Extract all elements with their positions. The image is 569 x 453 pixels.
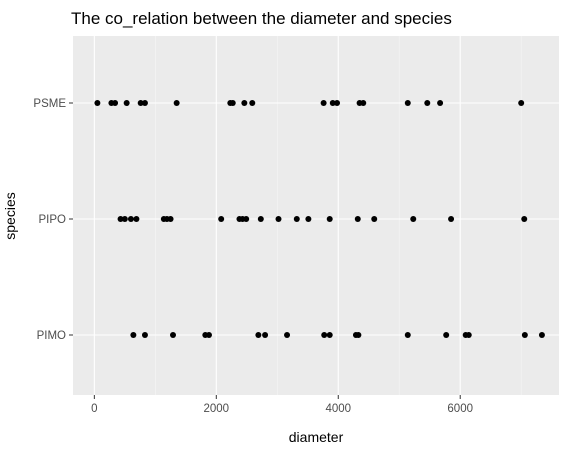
data-point — [355, 332, 362, 338]
y-axis-title: species — [2, 192, 18, 239]
data-point — [262, 332, 269, 338]
data-point — [112, 100, 119, 106]
data-point — [257, 216, 264, 222]
data-point — [448, 216, 455, 222]
x-tick-label: 4000 — [325, 403, 351, 415]
plot-panel — [73, 36, 559, 395]
chart-title: The co_relation between the diameter and… — [71, 9, 452, 28]
data-point — [424, 100, 431, 106]
data-point — [249, 100, 256, 106]
data-point — [521, 216, 528, 222]
data-point — [94, 100, 101, 106]
x-axis: 0 2000 4000 6000 — [91, 395, 473, 415]
x-tick-label: 6000 — [447, 403, 473, 415]
data-point — [173, 100, 180, 106]
x-tick-label: 0 — [91, 403, 97, 415]
data-point — [205, 332, 212, 338]
data-point — [127, 216, 134, 222]
y-tick-label: PIPO — [39, 214, 67, 226]
y-axis: PIMO PIPO PSME — [33, 98, 73, 342]
x-axis-title: diameter — [289, 429, 344, 445]
data-point — [229, 100, 236, 106]
data-point — [130, 332, 137, 338]
data-point — [443, 332, 450, 338]
data-point — [305, 216, 312, 222]
data-point — [218, 216, 225, 222]
data-point — [241, 100, 248, 106]
data-point — [321, 332, 328, 338]
data-point — [360, 100, 367, 106]
data-point — [123, 100, 130, 106]
data-point — [371, 216, 378, 222]
data-point — [167, 216, 174, 222]
data-point — [133, 216, 140, 222]
data-point — [121, 216, 128, 222]
data-point — [518, 100, 525, 106]
data-point — [326, 216, 333, 222]
data-point — [410, 216, 417, 222]
data-point — [293, 216, 300, 222]
y-tick-label: PIMO — [37, 330, 66, 342]
data-point — [326, 332, 333, 338]
data-point — [404, 100, 411, 106]
x-tick-label: 2000 — [204, 403, 230, 415]
data-point — [437, 100, 444, 106]
data-point — [354, 216, 361, 222]
data-point — [320, 100, 327, 106]
data-point — [334, 100, 341, 106]
grid-lines — [73, 36, 559, 395]
y-tick-label: PSME — [33, 98, 66, 110]
data-point — [117, 216, 124, 222]
data-point — [465, 332, 472, 338]
data-point — [521, 332, 528, 338]
data-point — [141, 100, 148, 106]
data-point — [137, 100, 144, 106]
data-point — [255, 332, 262, 338]
data-point — [538, 332, 545, 338]
data-points — [94, 100, 545, 338]
data-point — [141, 332, 148, 338]
data-point — [404, 332, 411, 338]
data-point — [243, 216, 250, 222]
data-point — [170, 332, 177, 338]
data-point — [329, 100, 336, 106]
data-point — [275, 216, 282, 222]
data-point — [284, 332, 291, 338]
